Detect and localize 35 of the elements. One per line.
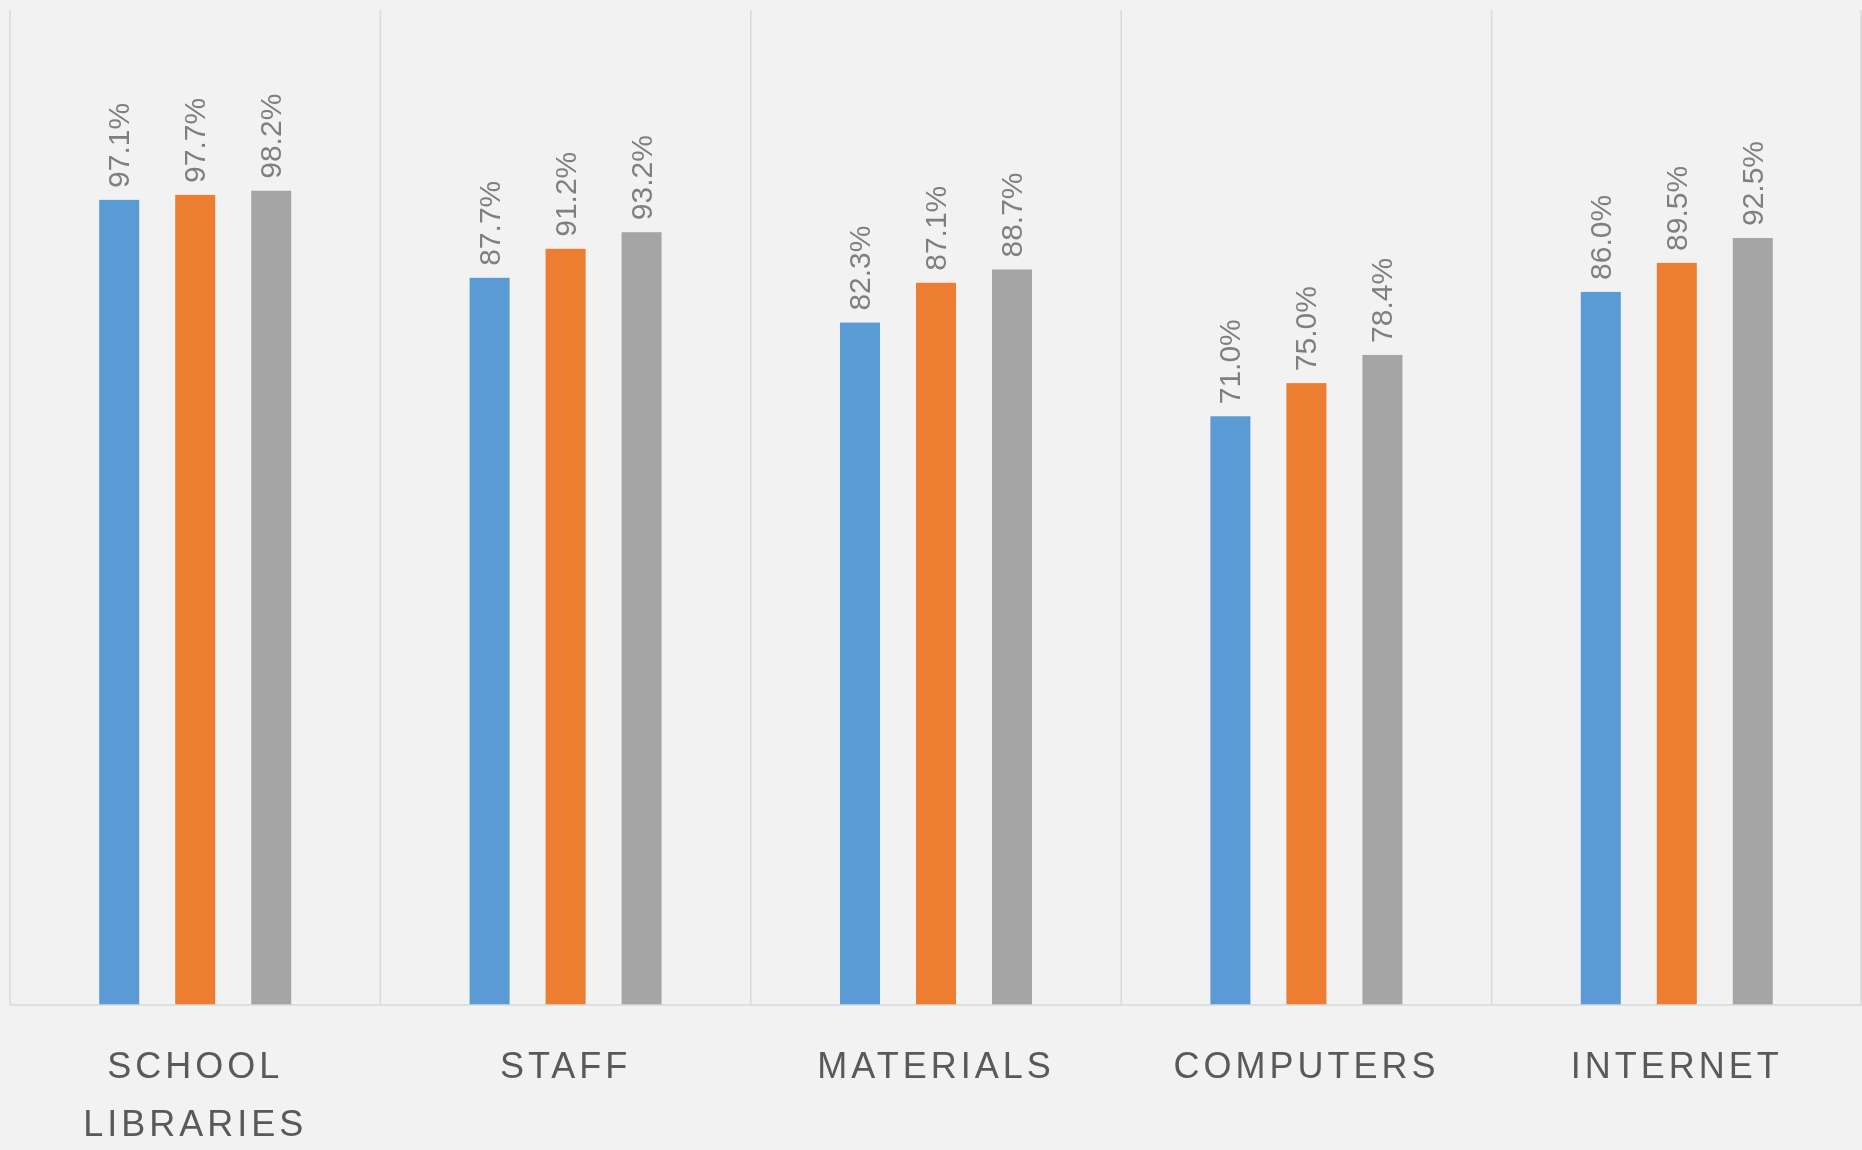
data-label: 97.7%: [178, 97, 212, 183]
bar: [1286, 383, 1327, 1005]
data-label: 86.0%: [1583, 194, 1617, 280]
x-tick-label: INTERNET: [1570, 1045, 1783, 1086]
data-label: 91.2%: [548, 151, 582, 237]
data-label: 93.2%: [624, 135, 658, 221]
data-label: 87.1%: [919, 185, 952, 271]
data-label: 92.5%: [1735, 140, 1769, 227]
bar: [840, 322, 880, 1005]
x-tick-label: STAFF: [499, 1045, 632, 1086]
bar: [621, 232, 662, 1005]
bar: [992, 269, 1032, 1005]
data-label: 88.7%: [995, 172, 1028, 258]
data-label: 98.2%: [254, 93, 288, 179]
bar: [1362, 354, 1403, 1005]
bar: [545, 248, 586, 1005]
x-tick-label: MATERIALS: [817, 1045, 1055, 1086]
bar: [251, 190, 292, 1005]
data-label: 71.0%: [1213, 319, 1247, 405]
data-label: 75.0%: [1289, 286, 1323, 372]
bar: [469, 277, 510, 1005]
x-tick-label: SCHOOL LIBRARIES: [83, 1045, 308, 1144]
data-label: 89.5%: [1659, 165, 1693, 251]
bar: [916, 282, 956, 1005]
x-tick-label: COMPUTERS: [1173, 1045, 1440, 1086]
data-label: 82.3%: [843, 225, 876, 311]
data-label: 87.7%: [472, 180, 506, 266]
bar: [1210, 416, 1251, 1005]
bar: [1656, 262, 1697, 1005]
data-label: 97.1%: [102, 102, 136, 188]
data-label: 78.4%: [1365, 257, 1399, 343]
bar: [1580, 291, 1621, 1005]
bar: [175, 194, 216, 1005]
bar: [1732, 238, 1773, 1005]
bar: [99, 199, 140, 1005]
